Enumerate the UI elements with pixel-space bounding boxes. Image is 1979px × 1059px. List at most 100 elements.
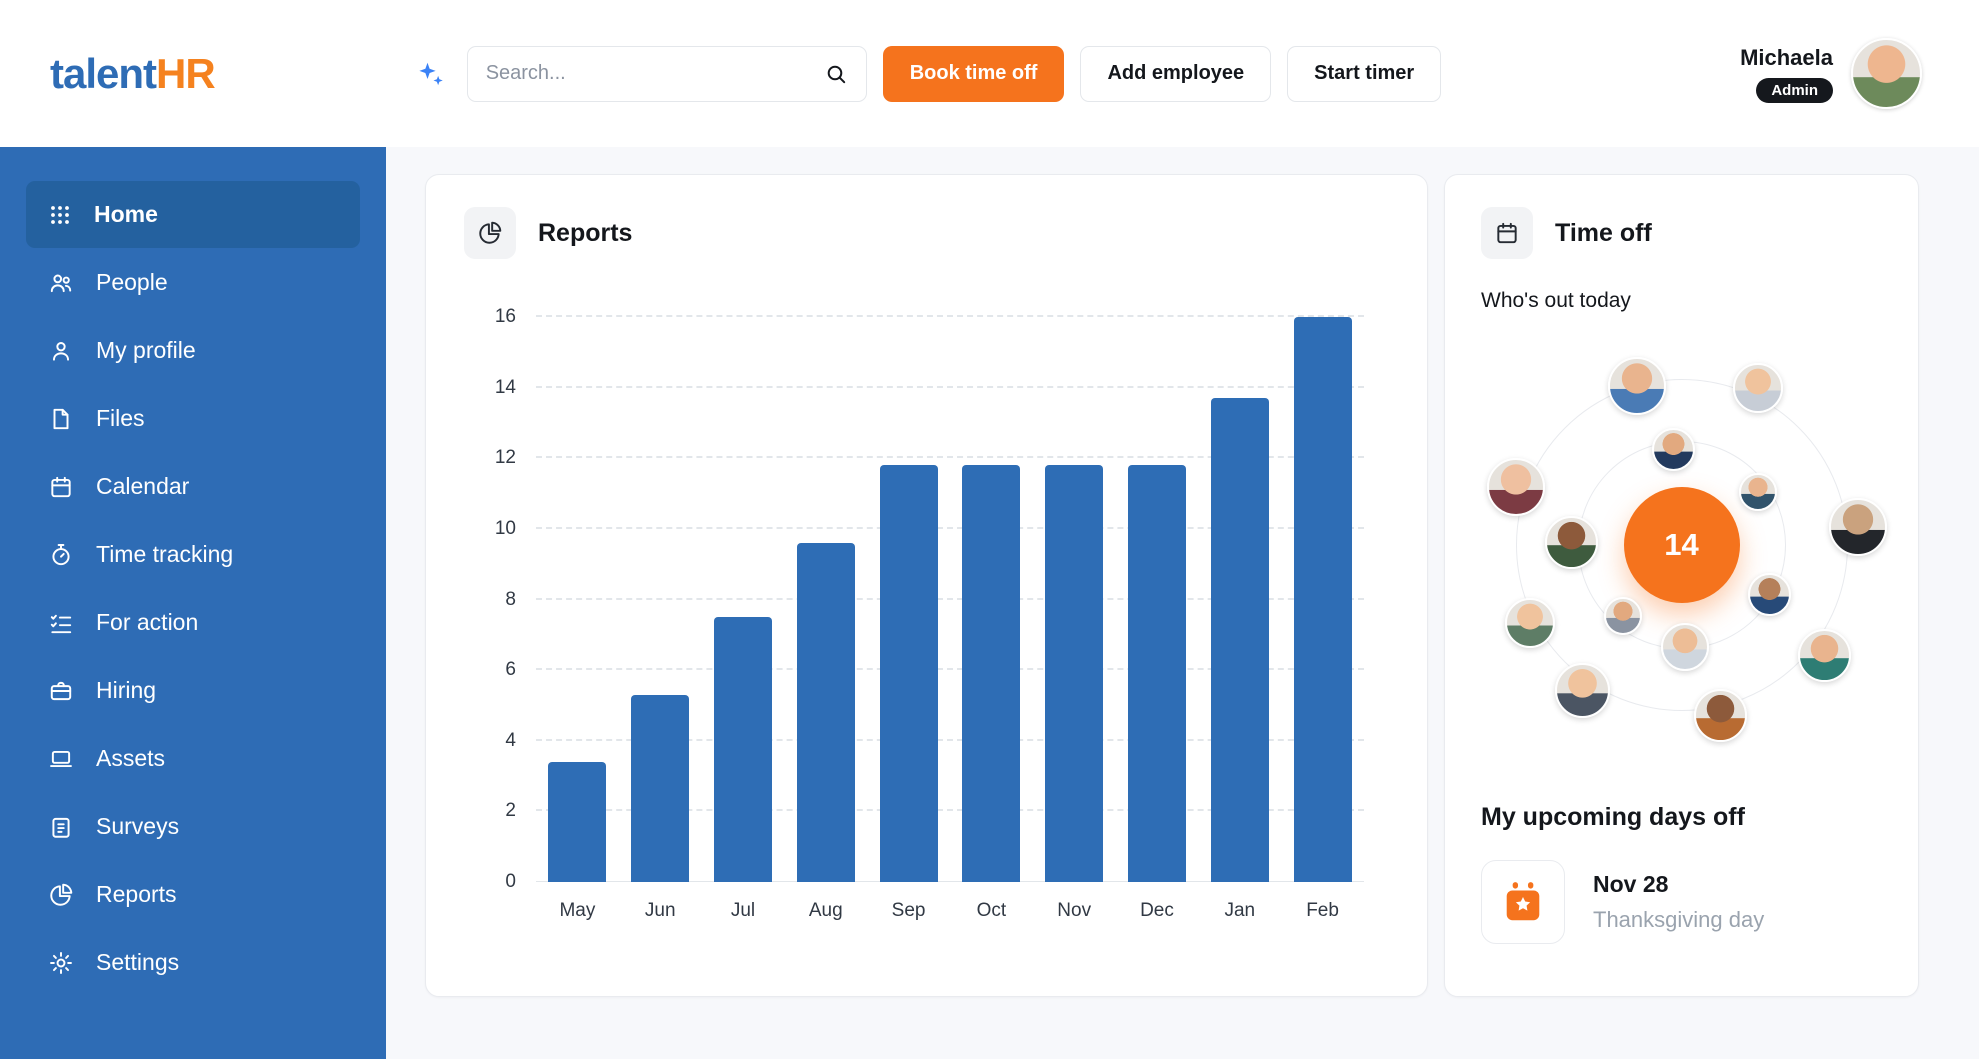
chart-bar-slot (1198, 317, 1281, 882)
sparkle-ai-icon[interactable] (415, 59, 445, 89)
sidebar-item-people[interactable]: People (26, 249, 360, 316)
employee-avatar[interactable] (1555, 662, 1610, 718)
bar-may (548, 761, 607, 882)
reports-card: Reports 0 2 4 6 8 10 12 14 16 May Jun Jul Aug Sep Oct… (425, 174, 1428, 997)
stopwatch-icon (48, 542, 74, 568)
book-time-off-button[interactable]: Book time off (882, 45, 1065, 102)
calendar-star-icon (1500, 879, 1546, 925)
employee-avatar[interactable] (1738, 473, 1777, 511)
sidebar-item-for-action[interactable]: For action (26, 589, 360, 656)
chart-gridline (536, 668, 1364, 671)
sidebar-item-home[interactable]: Home (26, 181, 360, 248)
day-off-date: Nov 28 (1593, 871, 1669, 897)
sidebar-item-label: Surveys (96, 813, 180, 839)
employee-avatar[interactable] (1652, 427, 1695, 471)
add-employee-button[interactable]: Add employee (1080, 45, 1272, 102)
employee-avatar[interactable] (1732, 363, 1783, 413)
start-timer-button[interactable]: Start timer (1287, 45, 1442, 102)
chart-bar-slot (702, 317, 785, 882)
bar-chart: 0 2 4 6 8 10 12 14 16 (495, 306, 1364, 892)
chart-gridline (536, 809, 1364, 812)
day-off-icon-box (1481, 860, 1565, 944)
sidebar-item-assets[interactable]: Assets (26, 725, 360, 792)
chart-gridline (536, 315, 1364, 317)
app-logo[interactable]: talentHR (50, 49, 216, 98)
sidebar-item-reports[interactable]: Reports (26, 861, 360, 928)
employee-avatar[interactable] (1694, 688, 1747, 742)
checklist-icon (48, 610, 74, 636)
chart-bar-slot (1033, 317, 1116, 882)
user-menu[interactable]: Michaela Admin (1740, 38, 1922, 109)
x-axis-tick-label: Dec (1140, 900, 1174, 921)
sidebar-item-label: Reports (96, 881, 177, 907)
x-axis-tick-label: Aug (808, 900, 843, 921)
y-axis-tick-label: 8 (505, 588, 516, 610)
chart-bar-slot (619, 317, 702, 882)
bar-jul (713, 617, 772, 882)
sidebar-item-files[interactable]: Files (26, 385, 360, 452)
sidebar-item-surveys[interactable]: Surveys (26, 793, 360, 860)
x-axis-tick-label: Nov (1057, 900, 1092, 921)
chart-bar-slot (784, 317, 867, 882)
chart-bars (536, 317, 1364, 882)
chart-bar-slot (950, 317, 1033, 882)
chart-gridline (536, 597, 1364, 600)
sidebar-item-time-tracking[interactable]: Time tracking (26, 521, 360, 588)
pie-chart-icon (48, 882, 74, 908)
employee-avatar[interactable] (1486, 458, 1545, 516)
search-icon[interactable] (824, 62, 848, 86)
bar-jun (631, 694, 690, 882)
user-avatar[interactable] (1851, 38, 1922, 109)
upcoming-day-off-item[interactable]: Nov 28 Thanksgiving day (1481, 860, 1882, 944)
sidebar-item-my-profile[interactable]: My profile (26, 317, 360, 384)
sidebar-item-label: Home (94, 201, 158, 227)
bar-dec (1127, 465, 1186, 882)
logo-talent: talent (50, 49, 157, 97)
chart-bar-slot (867, 317, 950, 882)
bar-jan (1210, 398, 1269, 882)
employee-avatar[interactable] (1545, 515, 1598, 569)
x-axis-tick-label: Jun (644, 900, 676, 921)
sidebar-item-label: People (96, 269, 168, 295)
out-today-count: 14 (1623, 487, 1740, 603)
sidebar-item-hiring[interactable]: Hiring (26, 657, 360, 724)
y-axis-tick-label: 6 (505, 659, 516, 681)
chart-bar-slot (1281, 317, 1364, 882)
employee-avatar[interactable] (1504, 598, 1555, 648)
employee-avatar[interactable] (1660, 623, 1709, 671)
chart-xlabels: May Jun Jul Aug Sep Oct Nov Dec Jan Feb (536, 900, 1364, 922)
chart-bar-slot (1116, 317, 1199, 882)
x-axis-tick-label: Jul (730, 900, 756, 921)
employee-avatar[interactable] (1798, 628, 1851, 682)
pie-chart-badge-icon (477, 220, 503, 246)
people-icon (48, 270, 74, 296)
y-axis-tick-label: 2 (505, 800, 516, 822)
chart-gridline (536, 385, 1364, 388)
sidebar-item-label: Time tracking (96, 541, 234, 567)
calendar-icon (48, 474, 74, 500)
chart-gridline (536, 881, 1364, 882)
y-axis-tick-label: 4 (505, 729, 516, 751)
bar-nov (1045, 465, 1104, 882)
chart-gridline (536, 738, 1364, 741)
sidebar-item-settings[interactable]: Settings (26, 929, 360, 996)
sidebar-item-label: For action (96, 609, 199, 635)
y-axis-tick-label: 0 (505, 871, 516, 892)
search-bar[interactable] (466, 45, 867, 102)
bar-sep (879, 465, 938, 882)
employee-avatar[interactable] (1603, 597, 1642, 635)
reports-card-title: Reports (538, 218, 633, 247)
sidebar-item-label: Files (96, 405, 145, 431)
sidebar-item-calendar[interactable]: Calendar (26, 453, 360, 520)
y-axis-tick-label: 10 (494, 517, 516, 539)
chart-plot: 0 2 4 6 8 10 12 14 16 (495, 306, 1364, 892)
employee-avatar[interactable] (1607, 357, 1666, 415)
employee-avatar[interactable] (1748, 572, 1791, 616)
bar-aug (796, 543, 855, 882)
upcoming-list: Nov 28 Thanksgiving day (1481, 860, 1882, 944)
upcoming-days-off-title: My upcoming days off (1481, 803, 1745, 831)
employee-avatar[interactable] (1828, 498, 1887, 556)
time-off-card-title: Time off (1555, 218, 1652, 247)
sidebar-item-label: Hiring (96, 677, 157, 703)
search-input[interactable] (485, 62, 824, 85)
